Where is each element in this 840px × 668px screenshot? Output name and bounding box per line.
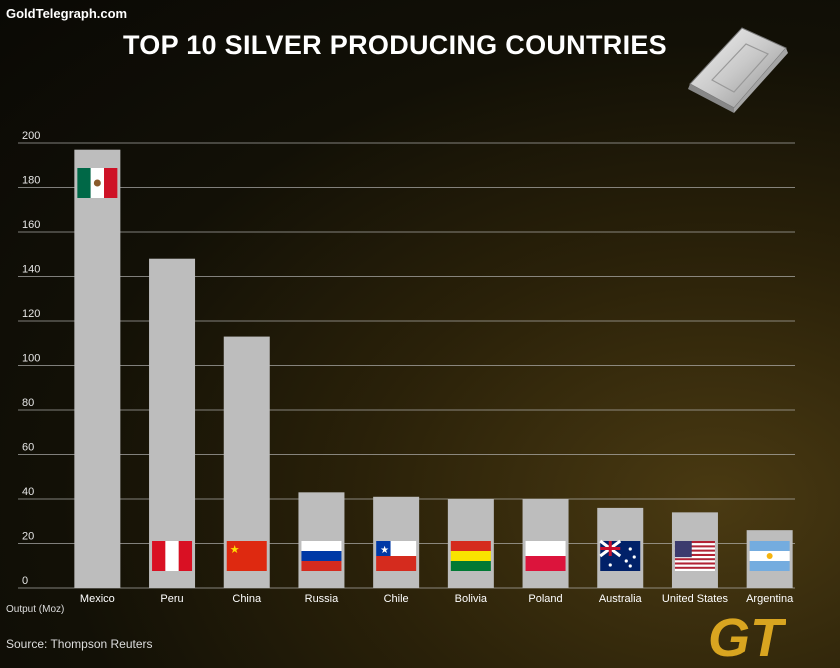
australia-flag-icon: [599, 539, 641, 571]
chart-title: TOP 10 SILVER PRODUCING COUNTRIES: [123, 30, 667, 60]
y-tick-label: 160: [22, 219, 40, 231]
y-tick-label: 120: [22, 308, 40, 320]
united-states-flag-icon: [674, 541, 715, 571]
mexico-flag-icon: [77, 168, 118, 198]
site-name: GoldTelegraph.com: [6, 6, 128, 21]
y-tick-label: 0: [22, 575, 28, 587]
y-tick-label: 180: [22, 175, 40, 187]
bar: [74, 149, 121, 589]
argentina-flag-icon: [749, 541, 790, 571]
y-tick-label: 40: [22, 486, 34, 498]
x-tick-label: Australia: [599, 593, 643, 605]
chile-flag-icon: ★: [376, 541, 417, 571]
x-tick-label: Peru: [160, 593, 183, 605]
y-tick-label: 80: [22, 397, 34, 409]
x-tick-label: Chile: [384, 593, 409, 605]
y-tick-label: 60: [22, 442, 34, 454]
bar: [298, 492, 345, 588]
svg-text:★: ★: [380, 545, 389, 556]
source-text: Source: Thompson Reuters: [6, 637, 153, 651]
y-tick-label: 200: [22, 130, 40, 142]
gt-logo: GT: [708, 608, 786, 664]
x-tick-label: Mexico: [80, 593, 115, 605]
silver-bar-icon: [688, 27, 788, 113]
y-tick-label: 20: [22, 531, 34, 543]
x-tick-label: Poland: [528, 593, 562, 605]
bar: [149, 258, 196, 588]
svg-text:★: ★: [230, 543, 240, 556]
russia-flag-icon: [301, 541, 342, 571]
poland-flag-icon: [525, 541, 566, 571]
x-tick-label: Russia: [305, 593, 340, 605]
x-tick-label: China: [232, 593, 262, 605]
logo-text: GT: [708, 608, 786, 664]
china-flag-icon: ★: [226, 541, 267, 571]
y-axis-label: Output (Moz): [6, 604, 65, 615]
x-tick-label: Bolivia: [455, 593, 488, 605]
y-tick-label: 100: [22, 353, 40, 365]
peru-flag-icon: [152, 541, 193, 571]
bolivia-flag-icon: [450, 541, 491, 571]
x-tick-label: United States: [662, 593, 729, 605]
y-tick-label: 140: [22, 264, 40, 276]
x-tick-label: Argentina: [746, 593, 794, 605]
